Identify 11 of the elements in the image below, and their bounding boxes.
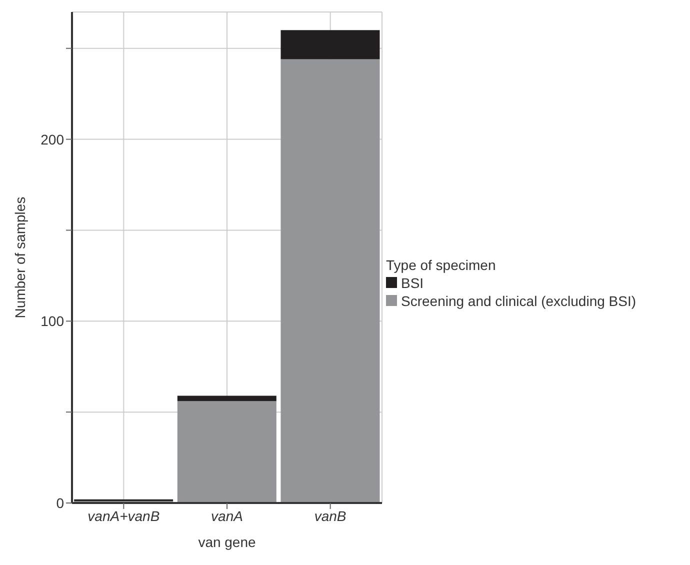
- x-tick-label: vanB: [314, 508, 346, 524]
- legend-label: BSI: [401, 274, 424, 292]
- y-tick-label: 100: [40, 313, 64, 330]
- y-tick-label: 0: [56, 494, 64, 511]
- legend-title: Type of specimen: [386, 256, 497, 274]
- y-tick-label: 200: [40, 131, 64, 148]
- legend-label: Screening and clinical (excluding BSI): [401, 292, 636, 310]
- x-axis-title: van gene: [198, 534, 256, 550]
- x-tick-label: vanA: [211, 508, 243, 524]
- y-axis-title: Number of samples: [12, 196, 28, 318]
- x-tick-label: vanA+vanB: [88, 508, 160, 524]
